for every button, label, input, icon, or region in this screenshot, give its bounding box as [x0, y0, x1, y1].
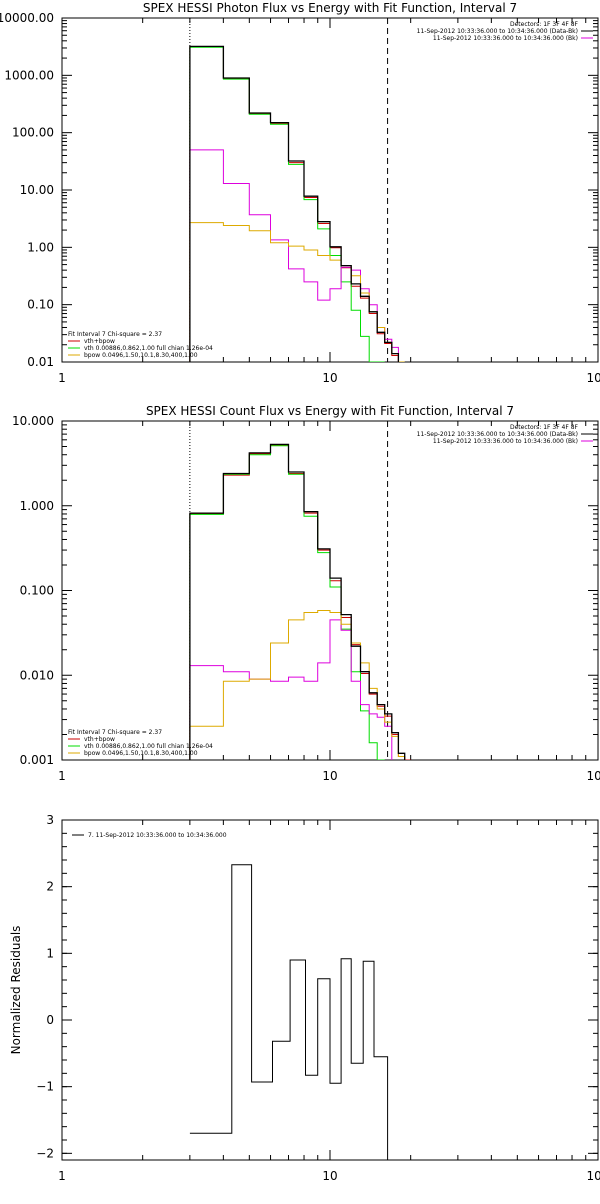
y-tick-label: 1 [46, 946, 54, 960]
x-tick-label: 1 [58, 1169, 66, 1183]
y-tick-label: 0.10 [27, 298, 54, 312]
legend-fit-summary: Fit Interval 7 Chi-square = 2.37 [68, 331, 162, 338]
series-5-line [189, 222, 405, 362]
legend-entry: bpow 0.0496,1.50,10.1,8.30,400,1.00 [84, 352, 198, 359]
y-tick-label: 1.000 [20, 499, 54, 513]
series-1-line [189, 864, 389, 1160]
x-tick-label: 10 [322, 769, 337, 783]
x-tick-label: 100 [587, 769, 600, 783]
series-1-line [189, 443, 406, 760]
y-tick-label: 0.100 [20, 584, 54, 598]
legend-detectors: Detectors: 1F 3F 4F 8F [510, 424, 579, 431]
plot-frame [61, 420, 599, 761]
y-tick-label: 10.00 [20, 183, 54, 197]
y-tick-label: 0.001 [20, 753, 54, 767]
y-tick-label: 2 [46, 880, 54, 894]
legend-entry: 11-Sep-2012 10:33:36.000 to 10:34:36.000… [433, 438, 578, 445]
y-axis-label: Normalized Residuals [9, 926, 23, 1055]
series-2-line [189, 46, 399, 362]
legend-entry: vth 0.00886,0.862,1.00 full chian 1.26e-… [84, 345, 213, 352]
y-tick-label: 10.000 [12, 414, 54, 428]
series-1-line [189, 45, 400, 362]
legend-entry: 7. 11-Sep-2012 10:33:36.000 to 10:34:36.… [88, 832, 227, 839]
legend-entry: vth+bpow [84, 736, 115, 743]
y-tick-label: 100.00 [12, 126, 54, 140]
series-3-line [189, 445, 385, 760]
x-tick-label: 10 [322, 371, 337, 385]
legend-entry: vth+bpow [84, 338, 115, 345]
series-4-line [189, 149, 399, 362]
legend-detectors: Detectors: 1F 3F 4F 8F [510, 21, 579, 28]
x-tick-label: 100 [587, 371, 600, 385]
y-tick-label: −2 [36, 1146, 54, 1160]
plot-frame [61, 17, 599, 363]
chart-title: SPEX HESSI Photon Flux vs Energy with Fi… [143, 1, 517, 15]
y-tick-label: −1 [36, 1080, 54, 1094]
y-tick-label: 1.00 [27, 240, 54, 254]
chart-1: SPEX HESSI Photon Flux vs Energy with Fi… [0, 1, 600, 385]
series-5-line [189, 610, 406, 760]
legend-entry: 11-Sep-2012 10:33:36.000 to 10:34:36.000… [433, 35, 578, 42]
y-tick-label: 0 [46, 1013, 54, 1027]
y-tick-label: 3 [46, 813, 54, 827]
y-tick-label: 0.01 [27, 355, 54, 369]
x-tick-label: 100 [587, 1169, 600, 1183]
chart-title: SPEX HESSI Count Flux vs Energy with Fit… [146, 404, 514, 418]
series-3-line [189, 46, 385, 362]
chart-3: 1 10 100 −2 −1 0 1 2 3 Normalized Residuals 7. 11-… [9, 813, 600, 1183]
legend-fit-summary: Fit Interval 7 Chi-square = 2.37 [68, 729, 162, 736]
legend-entry: 11-Sep-2012 10:33:36.000 to 10:34:36.000… [417, 28, 578, 35]
y-tick-label: 0.010 [20, 668, 54, 682]
x-tick-label: 1 [58, 371, 66, 385]
y-tick-label: 1000.00 [4, 68, 54, 82]
series-4-line [189, 619, 393, 760]
series-group [189, 45, 405, 362]
legend-entry: 11-Sep-2012 10:33:36.000 to 10:34:36.000… [417, 431, 578, 438]
series-group [189, 864, 389, 1160]
series-group [189, 443, 411, 760]
legend-entry: vth 0.00886,0.862,1.00 full chian 1.26e-… [84, 743, 213, 750]
x-tick-label: 1 [58, 769, 66, 783]
legend-entry: bpow 0.0496,1.50,10.1,8.30,400,1.00 [84, 750, 198, 757]
x-tick-label: 10 [322, 1169, 337, 1183]
chart-2: SPEX HESSI Count Flux vs Energy with Fit… [12, 404, 600, 783]
y-tick-label: 10000.00 [0, 11, 54, 25]
